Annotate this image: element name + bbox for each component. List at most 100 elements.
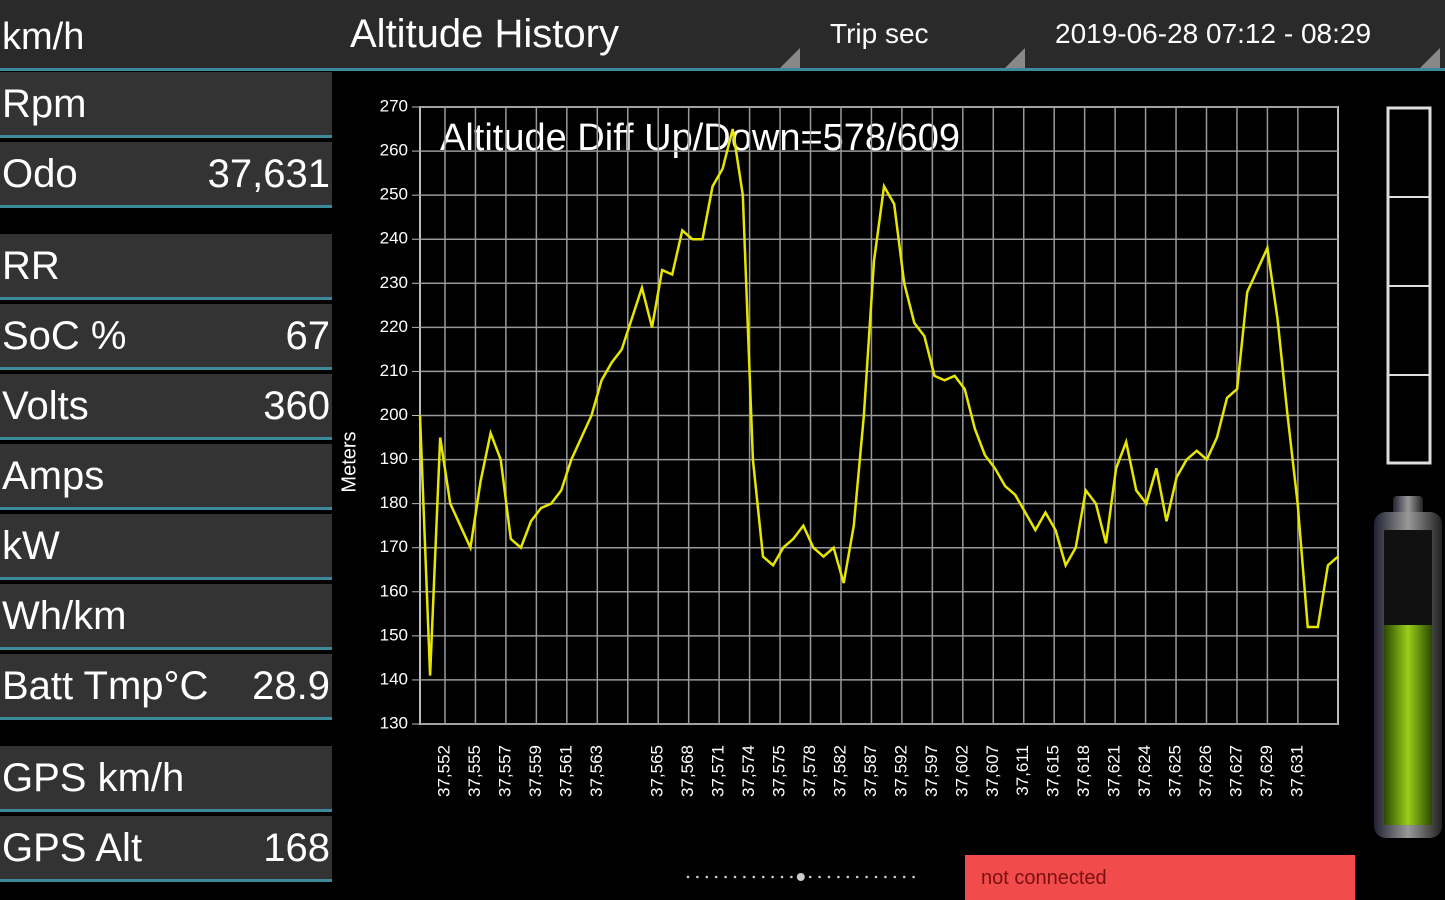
metric-row[interactable]: GPS Alt 168 xyxy=(0,816,332,882)
metric-row[interactable]: Volts 360 xyxy=(0,374,332,440)
page-dot xyxy=(733,875,737,879)
y-tick-label: 180 xyxy=(380,493,408,512)
x-tick-label: 37,578 xyxy=(800,745,819,797)
header-mode[interactable]: Trip sec xyxy=(830,18,929,49)
page-dot xyxy=(855,875,859,879)
y-tick-label: 260 xyxy=(380,141,408,160)
sidebar: Rpm Odo 37,631 RR SoC % 67 Volts 360 Amps kW Wh/km… xyxy=(0,72,332,886)
altitude-line xyxy=(418,128,1339,676)
page-dot xyxy=(884,875,887,879)
page-dot xyxy=(752,875,756,879)
metric-label: SoC % xyxy=(2,314,127,358)
metric-row[interactable]: Amps xyxy=(0,444,332,510)
page-dot xyxy=(743,875,746,879)
page-dot xyxy=(818,875,821,879)
metric-label: Amps xyxy=(2,454,105,498)
y-tick-label: 270 xyxy=(380,96,408,115)
metric-row[interactable]: Batt Tmp°C 28.9 xyxy=(0,654,332,720)
metric-label: Batt Tmp°C xyxy=(2,664,209,708)
y-tick-label: 150 xyxy=(380,625,408,644)
metric-row[interactable]: Rpm xyxy=(0,72,332,138)
metric-label: GPS km/h xyxy=(2,756,185,800)
x-tick-label: 37,615 xyxy=(1044,745,1063,797)
x-tick-label: 37,625 xyxy=(1166,745,1185,797)
metric-label: Odo xyxy=(2,152,78,196)
metric-value: 168 xyxy=(263,826,330,870)
metric-label: Volts xyxy=(2,384,89,428)
x-tick-label: 37,557 xyxy=(495,745,514,797)
page-dot xyxy=(865,875,868,879)
x-tick-label: 37,571 xyxy=(709,745,728,797)
metric-label: Wh/km xyxy=(2,594,127,638)
y-tick-label: 250 xyxy=(380,185,408,204)
header-range[interactable]: 2019-06-28 07:12 - 08:29 xyxy=(1055,18,1372,49)
page-dot xyxy=(696,875,699,879)
metric-label: GPS Alt xyxy=(2,826,143,870)
page-dot xyxy=(808,875,812,879)
x-tick-label: 37,631 xyxy=(1287,745,1306,797)
x-tick-label: 37,574 xyxy=(739,745,758,797)
metric-row[interactable]: Odo 37,631 xyxy=(0,142,332,208)
metric-row[interactable]: GPS km/h xyxy=(0,746,332,812)
chart-title: Altitude Diff Up/Down=578/609 xyxy=(440,117,960,159)
x-tick-label: 37,559 xyxy=(526,745,545,797)
metric-row[interactable]: kW xyxy=(0,514,332,580)
metric-row[interactable]: Wh/km xyxy=(0,584,332,650)
header-title[interactable]: Altitude History xyxy=(350,12,619,56)
x-tick-label: 37,575 xyxy=(770,745,789,797)
y-tick-label: 160 xyxy=(380,581,408,600)
page-dot xyxy=(827,875,831,879)
page-dot xyxy=(780,875,784,879)
x-tick-label: 37,611 xyxy=(1013,745,1032,796)
y-tick-label: 210 xyxy=(380,361,408,380)
x-tick-label: 37,565 xyxy=(648,745,667,797)
metric-value: 28.9 xyxy=(252,664,330,708)
x-tick-label: 37,629 xyxy=(1257,745,1276,797)
x-tick-label: 37,582 xyxy=(830,745,849,797)
header-left: km/h xyxy=(2,16,85,58)
x-tick-label: 37,587 xyxy=(861,745,880,797)
x-tick-label: 37,618 xyxy=(1074,745,1093,797)
status-text: not connected xyxy=(981,867,1107,889)
x-tick-label: 37,621 xyxy=(1105,745,1124,797)
page-dot xyxy=(714,875,718,879)
page-dot xyxy=(724,875,727,879)
page-dot xyxy=(790,875,793,879)
x-tick-label: 37,592 xyxy=(891,745,910,797)
page-dot xyxy=(686,875,690,879)
y-tick-label: 200 xyxy=(380,405,408,424)
y-tick-label: 130 xyxy=(380,713,408,732)
page-dot xyxy=(705,875,709,879)
battery-fill xyxy=(1384,625,1432,825)
metric-row[interactable]: SoC % 67 xyxy=(0,304,332,370)
y-tick-label: 220 xyxy=(380,317,408,336)
page-dot xyxy=(874,875,878,879)
page-dot xyxy=(902,875,906,879)
metric-value: 67 xyxy=(285,314,331,358)
x-tick-label: 37,602 xyxy=(952,745,971,797)
page-dot xyxy=(846,875,850,879)
page-dot xyxy=(893,875,897,879)
page-dot xyxy=(912,875,915,879)
plot-area xyxy=(419,106,1339,725)
level-gauge xyxy=(1386,106,1432,465)
battery xyxy=(1374,512,1442,838)
page-dot xyxy=(771,875,774,879)
metric-label: kW xyxy=(2,524,60,568)
y-tick-label: 140 xyxy=(380,669,408,688)
x-tick-label: 37,624 xyxy=(1135,745,1154,797)
page-dot xyxy=(796,873,805,881)
battery-inner xyxy=(1384,530,1432,825)
metric-row[interactable]: RR xyxy=(0,234,332,300)
metric-value: 37,631 xyxy=(207,152,330,196)
x-tick-label: 37,563 xyxy=(587,745,606,797)
page-dot xyxy=(761,875,765,879)
status-bar: not connected xyxy=(965,855,1355,900)
x-tick-label: 37,597 xyxy=(922,745,941,797)
metric-label: RR xyxy=(2,244,60,288)
y-tick-label: 190 xyxy=(380,449,408,468)
page-dot xyxy=(837,875,840,879)
y-tick-label: 240 xyxy=(380,229,408,248)
x-tick-label: 37,555 xyxy=(465,745,484,797)
